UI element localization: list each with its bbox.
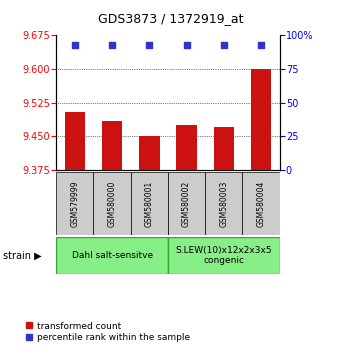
Text: GSM580001: GSM580001	[145, 181, 154, 227]
Bar	[65, 112, 85, 170]
Text: GSM580002: GSM580002	[182, 181, 191, 227]
Bar	[213, 127, 234, 170]
Bar	[168, 172, 205, 235]
Bar	[251, 69, 271, 170]
Text: Dahl salt-sensitve: Dahl salt-sensitve	[72, 251, 153, 260]
Point	[221, 42, 226, 48]
Point	[184, 42, 189, 48]
Point	[72, 42, 78, 48]
Bar	[176, 125, 197, 170]
Point	[258, 42, 264, 48]
Text: S.LEW(10)x12x2x3x5
congenic: S.LEW(10)x12x2x3x5 congenic	[176, 246, 272, 266]
Bar	[56, 237, 168, 274]
Bar	[242, 172, 280, 235]
Point	[109, 42, 115, 48]
Bar	[131, 172, 168, 235]
Text: GSM579999: GSM579999	[70, 180, 79, 227]
Bar	[168, 237, 280, 274]
Bar	[205, 172, 242, 235]
Bar	[93, 172, 131, 235]
Text: GSM580004: GSM580004	[256, 180, 266, 227]
Bar	[102, 121, 122, 170]
Text: strain ▶: strain ▶	[3, 251, 42, 261]
Text: GSM580000: GSM580000	[108, 180, 117, 227]
Bar	[56, 172, 93, 235]
Legend: transformed count, percentile rank within the sample: transformed count, percentile rank withi…	[21, 318, 194, 346]
Text: GSM580003: GSM580003	[219, 180, 228, 227]
Text: GDS3873 / 1372919_at: GDS3873 / 1372919_at	[98, 12, 243, 25]
Point	[147, 42, 152, 48]
Bar	[139, 136, 160, 170]
